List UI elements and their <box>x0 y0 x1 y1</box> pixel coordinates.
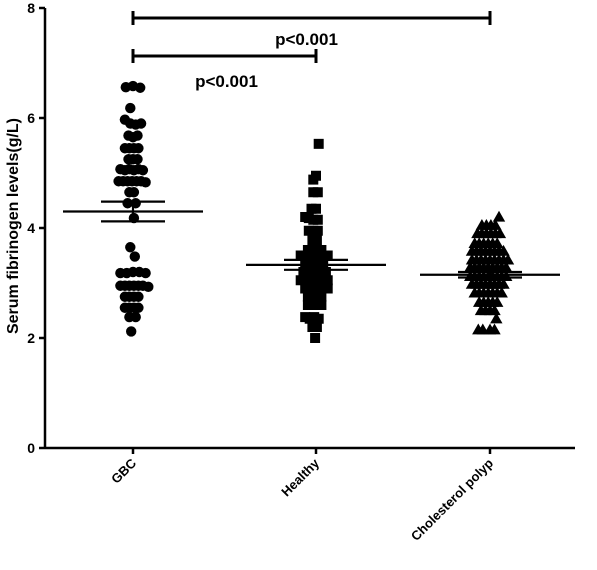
data-point-circle <box>135 118 147 129</box>
y-ticks: 0 2 4 6 8 <box>27 0 45 456</box>
data-point-circle <box>137 165 149 176</box>
data-point-square <box>310 333 321 343</box>
data-point-triangle <box>491 296 504 307</box>
y-axis-title: Serum fibrinogen levels(g/L) <box>5 118 22 334</box>
y-tick-label: 2 <box>27 330 35 346</box>
data-point-square <box>312 225 323 236</box>
y-tick-label: 6 <box>27 110 35 126</box>
y-tick-label: 4 <box>27 220 35 236</box>
data-point-square <box>308 174 319 185</box>
x-category-label: Cholesterol polyp <box>408 455 496 543</box>
significance-brackets: p<0.001 p<0.001 <box>131 11 492 91</box>
p-value-label: p<0.001 <box>195 72 258 91</box>
data-point-square <box>311 322 322 332</box>
data-point-square <box>313 138 324 149</box>
data-point-circle <box>125 102 136 114</box>
data-point-square <box>322 275 333 286</box>
data-point-triangle <box>489 219 502 230</box>
data-point-triangle <box>492 210 506 222</box>
x-category-label: Healthy <box>278 455 322 499</box>
data-point-circle <box>140 177 151 188</box>
data-point-triangle <box>491 237 504 249</box>
data-point-circle <box>133 143 144 154</box>
data-point-square <box>311 235 322 246</box>
data-point-square <box>312 214 323 225</box>
data-point-square <box>313 313 324 324</box>
data-point-square <box>312 187 323 198</box>
p-value-label: p<0.001 <box>275 30 338 49</box>
data-point-square <box>320 267 331 277</box>
data-point-square <box>316 291 327 302</box>
data-point-circle <box>143 281 154 293</box>
data-point-triangle <box>497 277 510 289</box>
data-point-square <box>322 250 333 261</box>
data-point-square <box>322 283 333 294</box>
y-tick-label: 0 <box>27 440 35 456</box>
data-point-circle <box>133 302 144 313</box>
data-point-circle <box>125 242 136 253</box>
data-point-triangle <box>501 253 515 265</box>
data-point-circle <box>140 267 151 279</box>
data-point-circle <box>128 187 140 198</box>
data-point-circle <box>132 154 143 165</box>
data-point-circle <box>132 130 143 141</box>
data-point-triangle <box>497 244 510 256</box>
mean-sem-bars <box>63 200 560 279</box>
x-category-labels: GBC Healthy Cholesterol polyp <box>108 448 496 544</box>
data-point-triangle <box>500 261 513 273</box>
x-category-label: GBC <box>108 455 139 486</box>
data-point-square <box>316 245 327 255</box>
data-point-triangle <box>493 227 507 239</box>
data-point-circle <box>135 82 146 93</box>
data-point-triangle <box>490 312 503 324</box>
data-point-circle <box>126 326 137 337</box>
data-point-circle <box>130 311 141 323</box>
data-point-circle <box>133 291 144 302</box>
y-tick-label: 8 <box>27 0 35 16</box>
data-point-triangle <box>488 323 501 335</box>
data-point-triangle <box>488 304 501 316</box>
data-point-square <box>316 300 327 310</box>
data-point-triangle <box>495 286 508 298</box>
data-point-circle <box>129 251 140 262</box>
data-point-square <box>311 203 321 214</box>
